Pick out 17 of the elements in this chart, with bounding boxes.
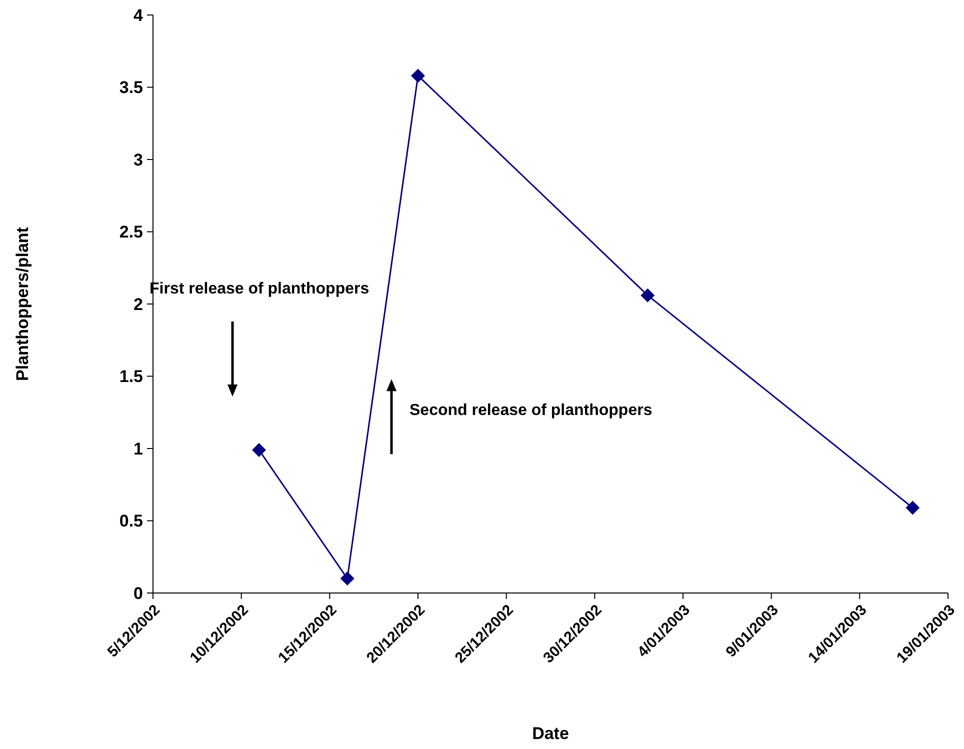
y-tick-label: 3.5 (119, 78, 143, 98)
y-tick-label: 1 (134, 439, 143, 458)
y-tick-label: 1.5 (119, 367, 143, 386)
y-tick-label: 4 (134, 6, 144, 25)
point (906, 500, 920, 515)
annotation: Second release of planthoppers (410, 402, 652, 420)
y-tick-label: 0 (134, 584, 143, 603)
y-tick-label: 2 (134, 294, 143, 314)
point (640, 288, 655, 302)
point (252, 442, 266, 457)
x-axis-title: Date (532, 724, 569, 743)
y-tick-label: 3 (134, 150, 143, 170)
y-axis-title: Planthoppers/plant (12, 226, 32, 381)
y-tick-label: 2.5 (119, 222, 143, 242)
point (340, 572, 354, 586)
y-tick-label: 0.5 (119, 512, 143, 531)
point (411, 68, 425, 83)
